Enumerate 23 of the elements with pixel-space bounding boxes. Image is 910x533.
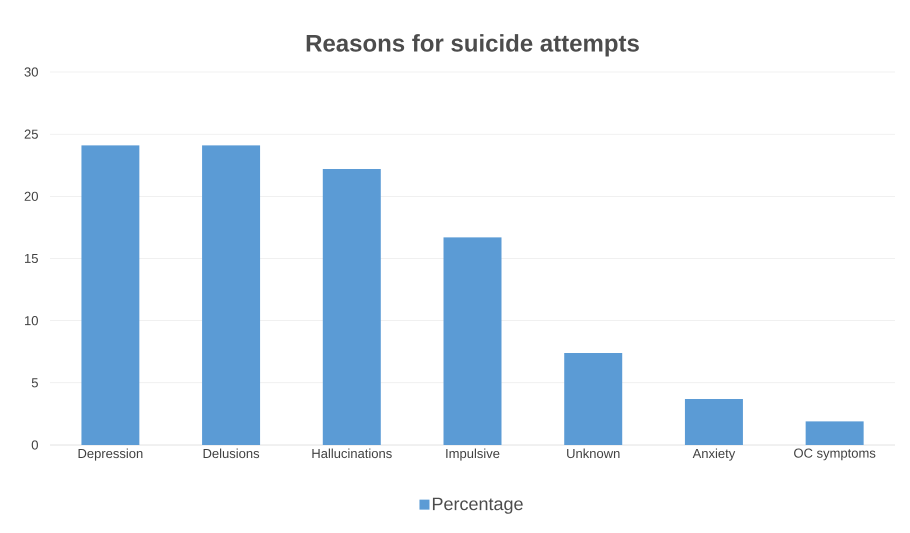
x-tick-label: Hallucinations <box>312 448 392 458</box>
y-tick-label: 0 <box>32 440 38 450</box>
chart-title: Reasons for suicide attempts <box>306 34 639 56</box>
bar <box>806 421 864 445</box>
bar <box>684 398 743 445</box>
x-tick-label: Anxiety <box>692 448 736 461</box>
bar <box>444 237 502 445</box>
x-tick-label: Unknown <box>567 448 620 458</box>
x-tick-label: Depression <box>78 448 142 461</box>
y-tick-label: 25 <box>24 130 38 139</box>
legend-label: Percentage <box>432 498 523 514</box>
bar <box>81 145 140 445</box>
x-tick-label: OC symptoms <box>794 448 876 460</box>
y-tick-label: 20 <box>24 192 38 201</box>
y-tick-label: 30 <box>24 67 38 77</box>
y-tick-label: 5 <box>32 378 38 388</box>
y-tick-label: 15 <box>24 254 38 264</box>
x-tick-label: Impulsive <box>446 448 500 461</box>
x-tick-label: Delusions <box>204 448 260 458</box>
bar <box>322 168 381 445</box>
bar <box>202 145 260 445</box>
bar <box>564 352 622 445</box>
y-tick-label: 10 <box>24 316 38 326</box>
